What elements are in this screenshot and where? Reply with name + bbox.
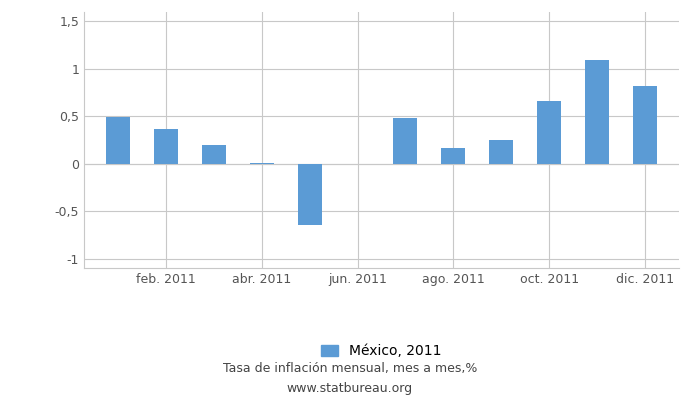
Legend: México, 2011: México, 2011 (321, 344, 442, 358)
Bar (634, 86, 657, 164)
Bar (153, 129, 178, 164)
Bar (538, 101, 561, 164)
Bar (106, 117, 130, 164)
Bar (298, 164, 321, 225)
Bar (585, 60, 610, 164)
Text: www.statbureau.org: www.statbureau.org (287, 382, 413, 395)
Bar (489, 140, 514, 164)
Bar (393, 118, 417, 164)
Bar (249, 163, 274, 164)
Bar (202, 145, 225, 164)
Text: Tasa de inflación mensual, mes a mes,%: Tasa de inflación mensual, mes a mes,% (223, 362, 477, 375)
Bar (442, 148, 466, 164)
